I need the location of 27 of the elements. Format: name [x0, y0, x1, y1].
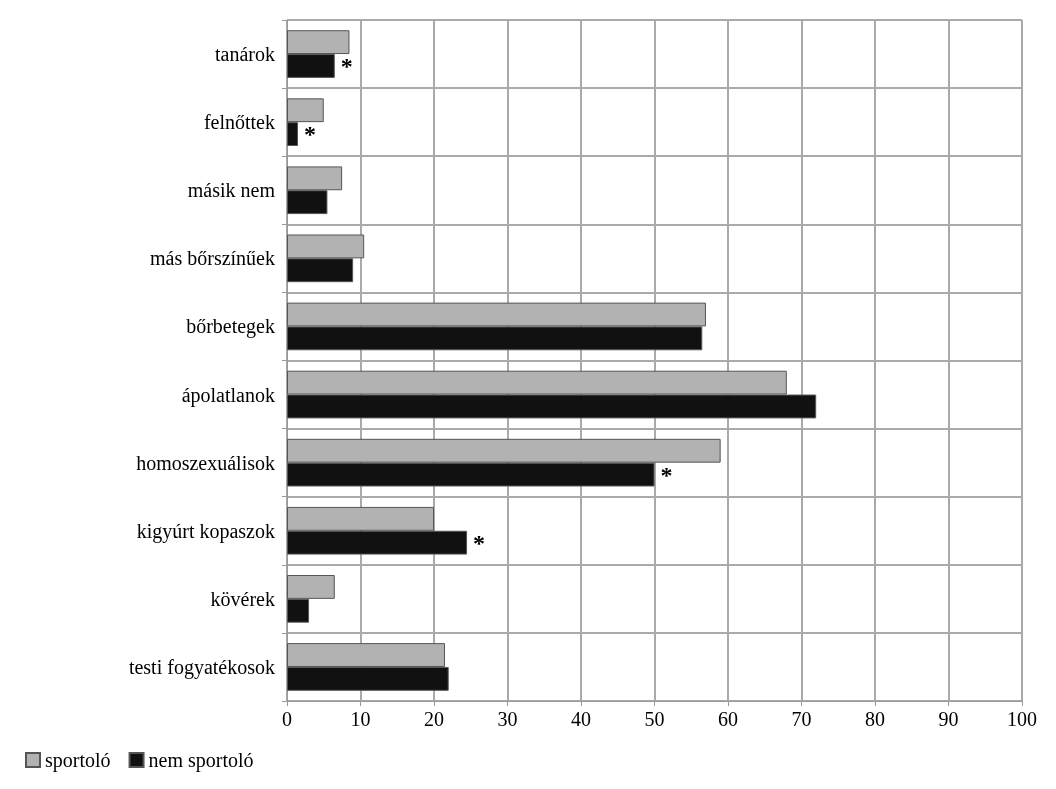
x-tick-label: 30 — [497, 708, 518, 730]
y-tick-label: kövérek — [210, 587, 275, 610]
y-tick-label: tanárok — [215, 43, 275, 66]
y-tick-label: homoszexuálisok — [136, 451, 275, 474]
data-label: * — [473, 529, 486, 556]
data-label: * — [660, 461, 673, 488]
data-label: * — [304, 121, 317, 148]
y-tick-label: bőrbetegek — [186, 315, 275, 339]
x-tick-label: 40 — [571, 708, 591, 730]
y-tick-label: felnőttek — [203, 111, 275, 134]
y-tick-label: testi fogyatékosok — [128, 655, 275, 679]
data-label: * — [340, 52, 353, 79]
x-tick-label: 90 — [938, 708, 959, 730]
x-tick-label: 20 — [424, 708, 444, 730]
x-tick-label: 80 — [865, 708, 885, 730]
y-tick-label: másik nem — [187, 179, 276, 202]
legend-label: nem sportoló — [148, 749, 254, 772]
y-tick-label: ápolatlanok — [181, 383, 275, 407]
y-tick-label: kigyúrt kopaszok — [136, 519, 275, 543]
x-tick-label: 0 — [282, 708, 292, 730]
x-tick-label: 10 — [350, 708, 371, 730]
x-tick-label: 60 — [718, 708, 738, 730]
x-tick-label: 70 — [791, 708, 812, 730]
x-tick-label: 100 — [1007, 708, 1037, 730]
legend-label: sportoló — [45, 749, 111, 772]
y-tick-label: más bőrszínűek — [150, 247, 275, 270]
x-tick-label: 50 — [644, 708, 665, 730]
